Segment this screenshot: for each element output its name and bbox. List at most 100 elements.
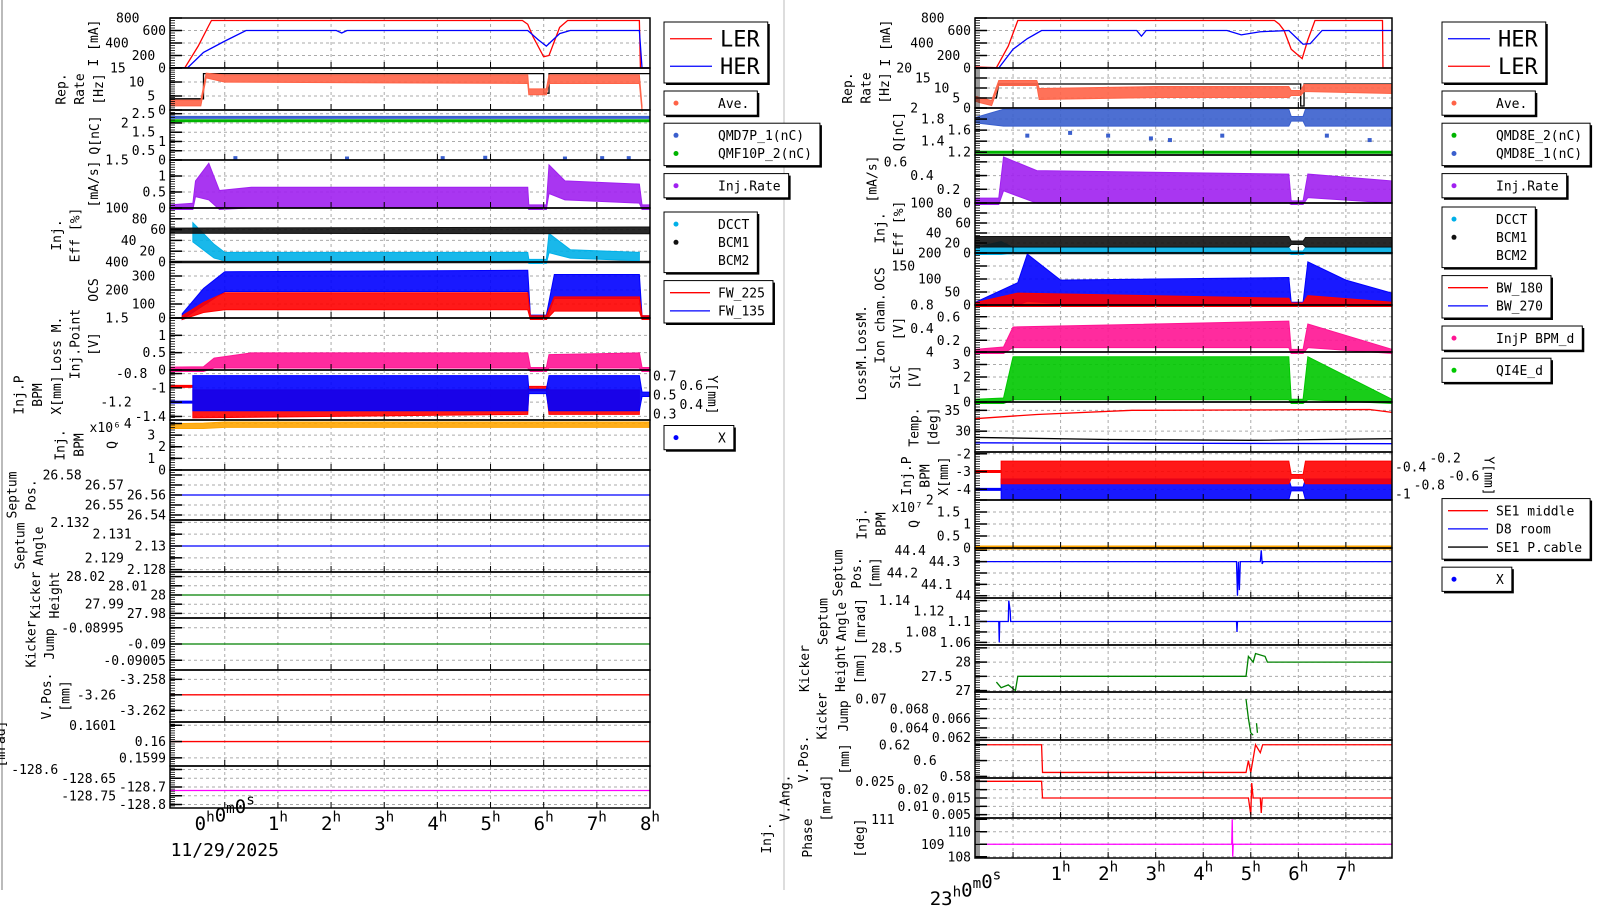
legend-box	[663, 21, 769, 84]
y-axis-label: OCS	[873, 267, 888, 290]
y-tick-label: -3.258	[119, 673, 166, 688]
y-tick-label: 44	[955, 589, 971, 604]
y-tick-label: 44.4	[895, 544, 926, 559]
y-tick-label: 200	[918, 247, 941, 262]
y-axis-label: [mA/s]	[865, 156, 880, 203]
y-axis-label: Jump	[837, 700, 852, 731]
panel-frame	[974, 817, 1393, 859]
series-2-point	[1220, 133, 1225, 138]
y-tick-label: 27.5	[921, 670, 952, 685]
y-tick-label: 10	[129, 76, 145, 91]
y-axis-label: Q[nC]	[892, 112, 907, 151]
y-axis-label: Pos.	[24, 479, 39, 510]
x-tick-label: 23h0m0s	[930, 867, 1002, 910]
y-axis-label: [mm]	[853, 653, 868, 684]
legend-panel-1-chart-1: Ave.	[1441, 90, 1538, 118]
y-tick-label: 1.1	[948, 615, 971, 630]
legend-label: X	[1496, 573, 1504, 588]
y-tick-label: 108	[948, 850, 971, 865]
y-tick-label: 5	[952, 92, 960, 107]
y-tick-label: -128.6	[11, 763, 58, 778]
panel-3: 00.511.5[mA/s]	[87, 154, 651, 217]
y-tick-label: 0.6	[913, 754, 936, 769]
legend-box	[1441, 325, 1583, 351]
legend-panel-4-chart-1: DCCT BCM1 BCM2	[1441, 206, 1538, 270]
legend-label: DCCT	[1496, 213, 1527, 228]
panel-15: -128.8-128.75-128.7-128.65-128.6[deg]Pha…	[11, 763, 651, 813]
right-y-tick-label: -0.4	[1395, 461, 1426, 476]
y-axis-label: BPM	[874, 512, 889, 536]
y-tick-label: 50	[945, 286, 961, 301]
series-se1-p-cable-line	[974, 436, 1393, 441]
y-axis-label: Eff [%]	[892, 201, 907, 256]
series-3-band	[1000, 460, 1393, 485]
y-axis-label: Phase	[801, 818, 816, 857]
x-tick-label: 0h0m0s	[195, 792, 255, 835]
legend-label: BW_180	[1496, 281, 1543, 296]
y-tick-label: 1.14	[879, 594, 910, 609]
y-multiplier-label: x10⁶	[90, 421, 121, 436]
y-tick-label: 0.068	[890, 702, 929, 717]
y-tick-label: 1	[158, 170, 166, 185]
legend-label: FW_135	[718, 305, 765, 320]
y-tick-label: 60	[955, 217, 971, 232]
x-tick-label: 5h	[1241, 859, 1261, 885]
y-tick-label: 28.02	[66, 570, 105, 585]
y-tick-label: 0.015	[932, 792, 971, 807]
y-tick-label: 4	[124, 417, 132, 432]
series-2-point	[562, 156, 567, 161]
y-axis-label: Inj.P	[900, 456, 915, 495]
y-axis-label: Angle	[835, 602, 850, 641]
panel-9: -4 -3 -2 -1-0.8-0.6 -0.4-0.2 Y[mm] X[mm] BPMInj…	[900, 447, 1495, 502]
x-tick-label: 4h	[427, 809, 447, 835]
right-y-tick-label: 0.5	[653, 389, 676, 404]
series-0-line	[975, 600, 1392, 643]
y-tick-label: 2	[910, 102, 918, 117]
y-axis-label: Jump	[43, 628, 58, 659]
y-tick-label: 40	[926, 227, 942, 242]
y-axis-label: Rep.	[841, 72, 856, 103]
y-tick-label: 15	[110, 62, 126, 77]
legend-label: X	[718, 431, 726, 446]
legend-panel-4-chart-0: DCCT BCM1 BCM2	[663, 211, 760, 275]
y-tick-label: 44.2	[887, 567, 918, 582]
y-tick-label: 0	[963, 247, 971, 262]
panel-3: 00.20.40.6 [mA/s]	[865, 154, 1393, 212]
y-axis-label: Septum	[14, 522, 29, 569]
y-axis-label: X[mm]	[937, 456, 952, 495]
y-tick-label: 0.07	[855, 693, 886, 708]
y-axis-label: [mm]	[868, 557, 883, 588]
series-se1-middle-line	[974, 408, 1393, 420]
y-axis-label: SiC	[889, 365, 904, 388]
panel-8: 30 35 [deg]Temp.	[908, 401, 1393, 453]
legend-panel-9-chart-1: X	[1441, 566, 1514, 594]
legend-label: Ave.	[718, 97, 749, 112]
y-tick-label: 0.025	[855, 775, 894, 790]
legend-panel-7-chart-1: QI4E_d	[1441, 357, 1553, 385]
series-qi4e-d-band	[974, 355, 1393, 405]
y-axis-label: BPM	[918, 464, 933, 488]
y-tick-label: 0.066	[932, 712, 971, 727]
x-tick-label: 6h	[534, 809, 554, 835]
y-tick-label: -3.26	[77, 688, 116, 703]
y-tick-label: 27.98	[127, 607, 166, 622]
right-axis-label: Y[mm]	[704, 375, 719, 414]
y-tick-label: 1.5	[132, 126, 155, 141]
y-tick-label: 2.13	[135, 540, 166, 555]
y-tick-label: 30	[955, 425, 971, 440]
y-tick-label: 1.8	[921, 113, 944, 128]
legend-panel-1-chart-0: Ave.	[663, 90, 760, 118]
y-tick-label: 1.08	[905, 625, 936, 640]
y-axis-label: LossM.	[855, 305, 870, 352]
y-axis-label: Kicker	[798, 645, 813, 692]
y-tick-label: 1.2	[948, 146, 971, 161]
y-tick-label: 26.55	[85, 499, 124, 514]
x-tick-label: 1h	[268, 809, 288, 835]
